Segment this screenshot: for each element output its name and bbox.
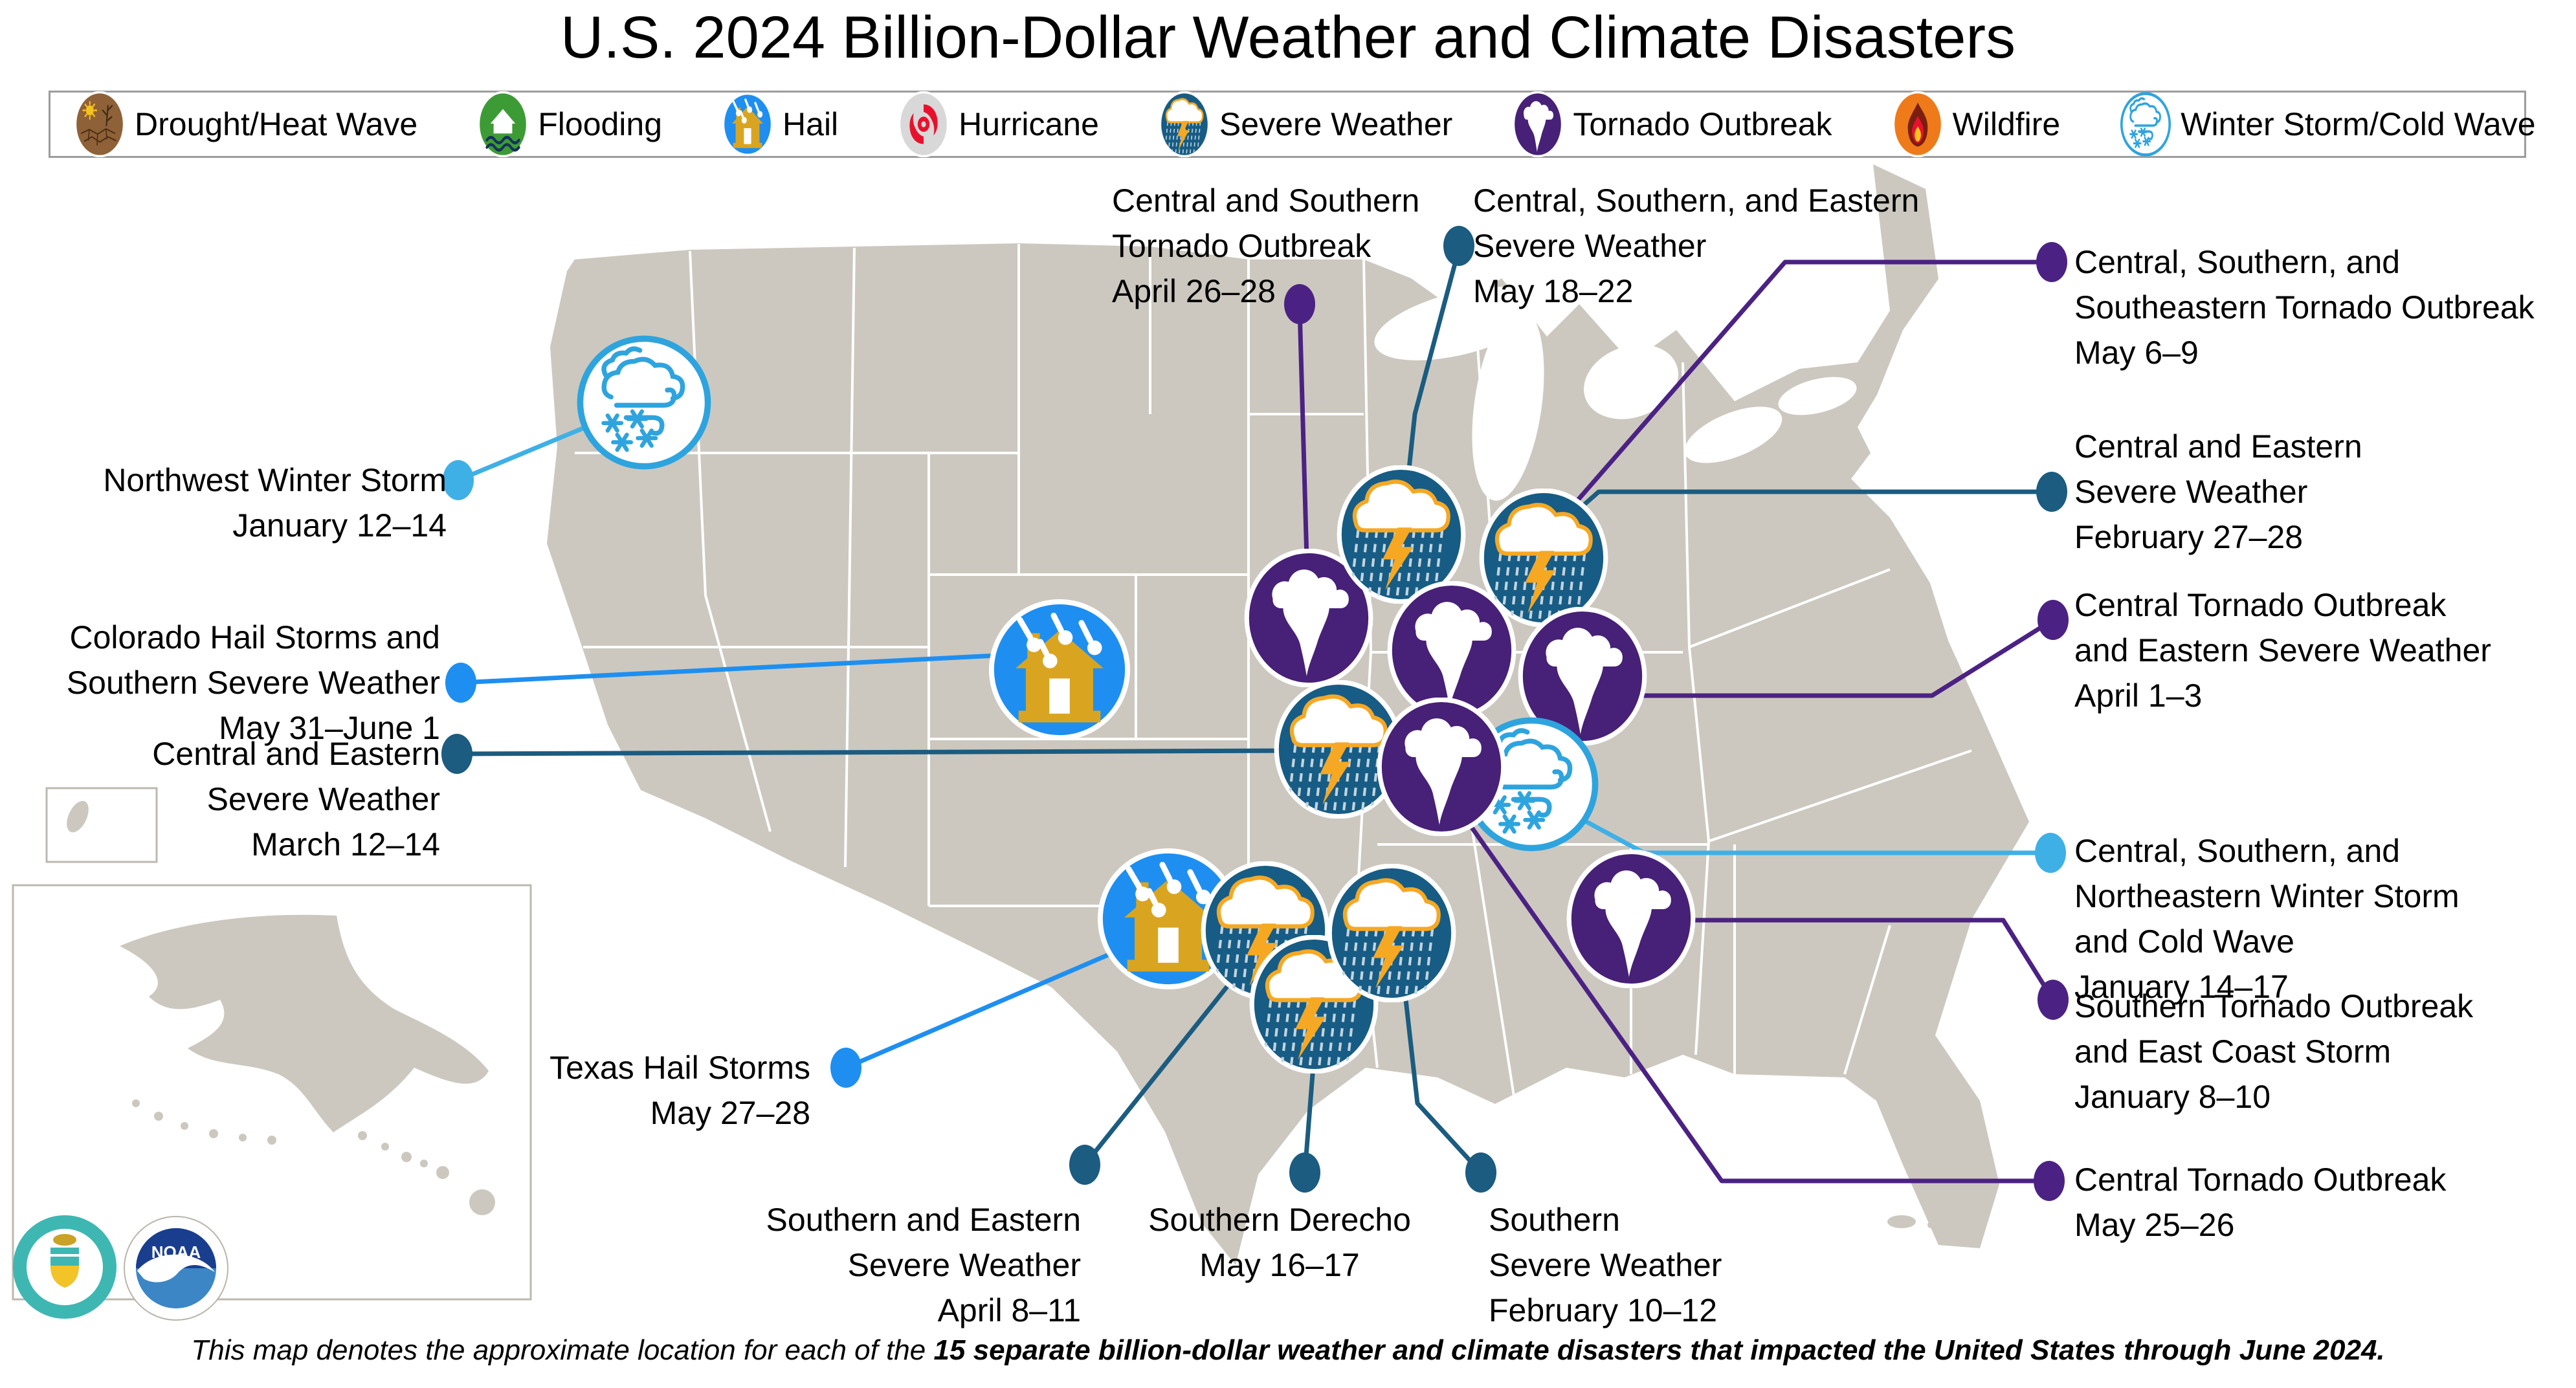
- label-dot-may6-tornado: [2036, 242, 2067, 282]
- label-dot-may25-tornado: [2034, 1161, 2065, 1201]
- connector-lines: [454, 247, 2056, 1184]
- legend-item-drought: Drought/Heat Wave: [74, 91, 417, 157]
- legend-item-tornado: Tornado Outbreak: [1512, 91, 1832, 157]
- inset-puerto-rico: [1887, 1211, 1985, 1235]
- noaa-acronym-text: NOAA: [151, 1242, 201, 1262]
- label-dot-nw-winter: [443, 460, 474, 500]
- severe-weather-icon: [1159, 91, 1210, 157]
- connector-line-may25-tornado: [1446, 792, 2052, 1184]
- severe-map-icon-feb10-severe: [1329, 866, 1454, 1000]
- label-dot-co-hail: [445, 663, 476, 703]
- tornado-map-icon-jan8-tornado: [1569, 852, 1693, 986]
- tornado-outbreak-icon: [1512, 91, 1564, 157]
- legend-item-hurricane: Hurricane: [898, 91, 1099, 157]
- inset-alaska-hawaii: [12, 884, 532, 1301]
- flooding-icon: [477, 91, 529, 157]
- page-title: U.S. 2024 Billion-Dollar Weather and Cli…: [560, 5, 2016, 71]
- connector-line-apr8-severe: [1082, 956, 1252, 1167]
- label-dot-may18-severe: [1443, 226, 1474, 266]
- connector-line-tx-hail: [843, 939, 1142, 1070]
- hail-icon: [722, 91, 773, 157]
- legend-label: Drought/Heat Wave: [135, 106, 418, 142]
- label-dot-apr8-severe: [1069, 1145, 1100, 1185]
- label-dot-jan14-winter: [2035, 833, 2066, 873]
- hail-map-icon-co-hail: [992, 602, 1127, 738]
- wildfire-icon: [1892, 91, 1944, 157]
- legend-label: Winter Storm/Cold Wave: [2181, 106, 2536, 142]
- hurricane-icon: [898, 91, 949, 157]
- winter-storm-cold-wave-icon: [2120, 91, 2171, 157]
- connector-line-jan8-tornado: [1654, 918, 2056, 1002]
- label-dot-mar-severe: [441, 734, 472, 774]
- legend-label: Wildfire: [1952, 106, 2061, 142]
- doc-seal-logo: [13, 1215, 117, 1319]
- connector-line-mar-severe: [454, 748, 1297, 756]
- label-dot-derecho-severe: [1289, 1152, 1320, 1193]
- label-dot-tx-hail: [830, 1048, 861, 1088]
- connector-line-apr26-tornado: [1297, 305, 1310, 585]
- footer-text-bold: 15 separate billion-dollar weather and c…: [933, 1334, 2385, 1366]
- label-dot-feb27-severe: [2036, 472, 2067, 512]
- label-dot-jan8-tornado: [2037, 980, 2069, 1020]
- legend-bar: Drought/Heat Wave Flooding Hail Hurrican…: [49, 91, 2536, 158]
- label-dot-feb10-severe: [1465, 1152, 1496, 1193]
- tornado-map-icon-may25-tornado: [1379, 700, 1504, 834]
- noaa-logo: NOAA: [124, 1216, 228, 1321]
- connector-line-feb10-severe: [1403, 997, 1483, 1175]
- severe-map-icon-feb27-severe: [1482, 490, 1606, 625]
- legend-label: Severe Weather: [1219, 106, 1453, 142]
- great-lakes: [1374, 287, 1857, 501]
- connector-line-nw-winter: [456, 424, 588, 483]
- legend-item-severe-weather: Severe Weather: [1159, 91, 1452, 157]
- legend-item-hail: Hail: [722, 91, 838, 157]
- legend-item-winter-storm: Winter Storm/Cold Wave: [2120, 91, 2536, 157]
- legend-item-wildfire: Wildfire: [1892, 91, 2061, 157]
- legend-label: Hurricane: [959, 106, 1099, 142]
- label-dot-apr26-tornado: [1284, 284, 1315, 324]
- legend-label: Tornado Outbreak: [1573, 106, 1832, 142]
- drought-heat-wave-icon: [74, 91, 126, 157]
- connector-line-co-hail: [458, 651, 1038, 685]
- label-dots: [441, 226, 2069, 1201]
- legend-label: Flooding: [538, 106, 663, 142]
- footer-note: This map denotes the approximate locatio…: [0, 1334, 2576, 1367]
- legend-item-flooding: Flooding: [477, 91, 662, 157]
- inset-guam: [45, 787, 158, 863]
- winter-map-icon-nw-winter: [580, 338, 707, 466]
- label-dot-apr1-tornado: [2037, 600, 2069, 640]
- legend-label: Hail: [783, 106, 839, 142]
- footer-text: This map denotes the approximate locatio…: [191, 1334, 934, 1366]
